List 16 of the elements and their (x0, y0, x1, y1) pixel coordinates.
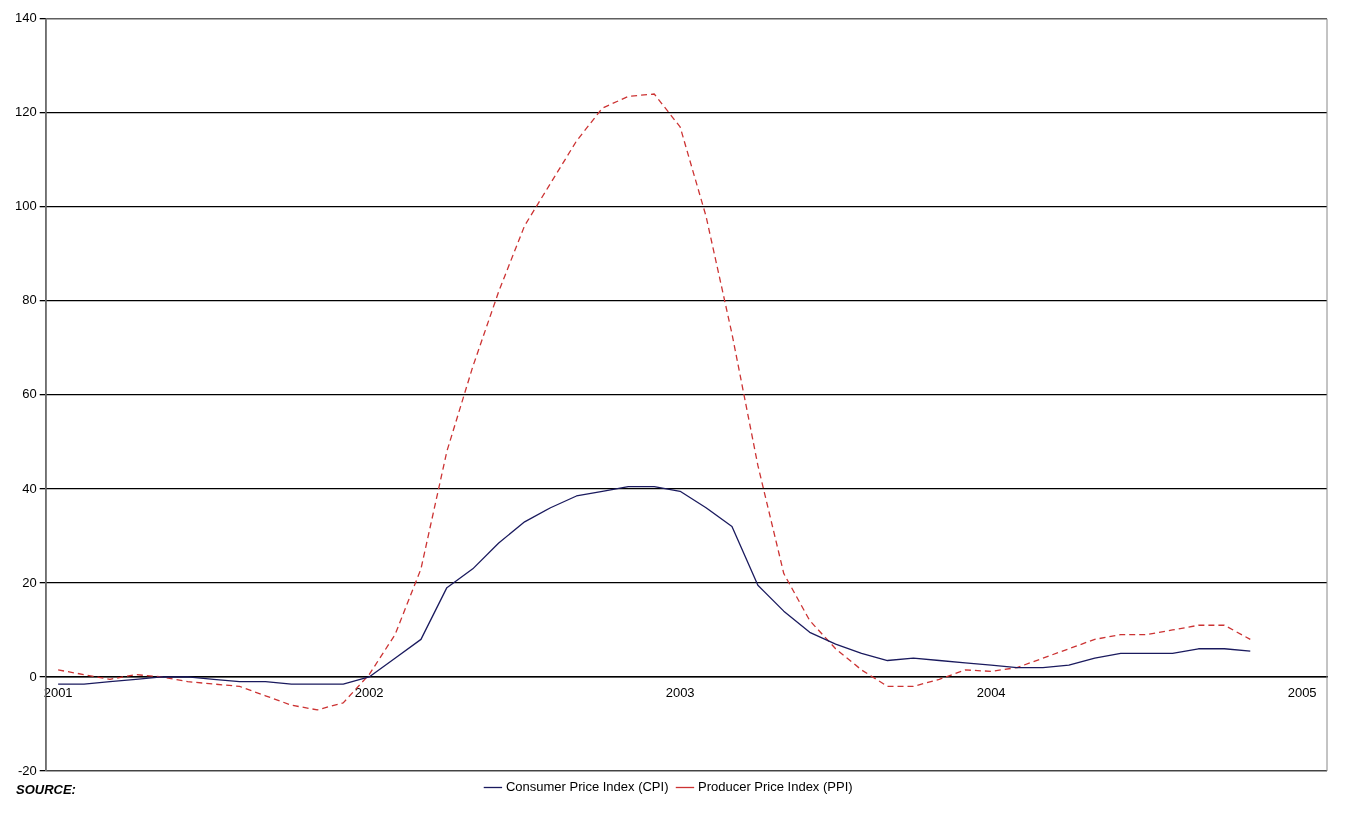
y-tick-label: 60 (22, 386, 37, 402)
y-tick-label: -20 (17, 762, 37, 778)
legend-label: Producer Price Index (PPI) (697, 779, 853, 795)
y-tick-label: 40 (22, 480, 37, 496)
y-tick-label: 0 (29, 668, 37, 684)
source-note: SOURCE: (16, 781, 76, 797)
y-tick-label: 100 (14, 198, 37, 214)
x-tick-label: 2003 (665, 685, 695, 701)
x-tick-label: 2002 (354, 685, 384, 701)
x-tick-label: 2004 (976, 685, 1006, 701)
y-tick-label: 140 (14, 10, 37, 26)
legend-label: Consumer Price Index (CPI) (505, 779, 669, 795)
x-tick-label: 2005 (1287, 685, 1317, 701)
y-tick-label: 20 (22, 574, 37, 590)
y-tick-label: 120 (14, 104, 37, 120)
y-tick-label: 80 (22, 292, 37, 308)
